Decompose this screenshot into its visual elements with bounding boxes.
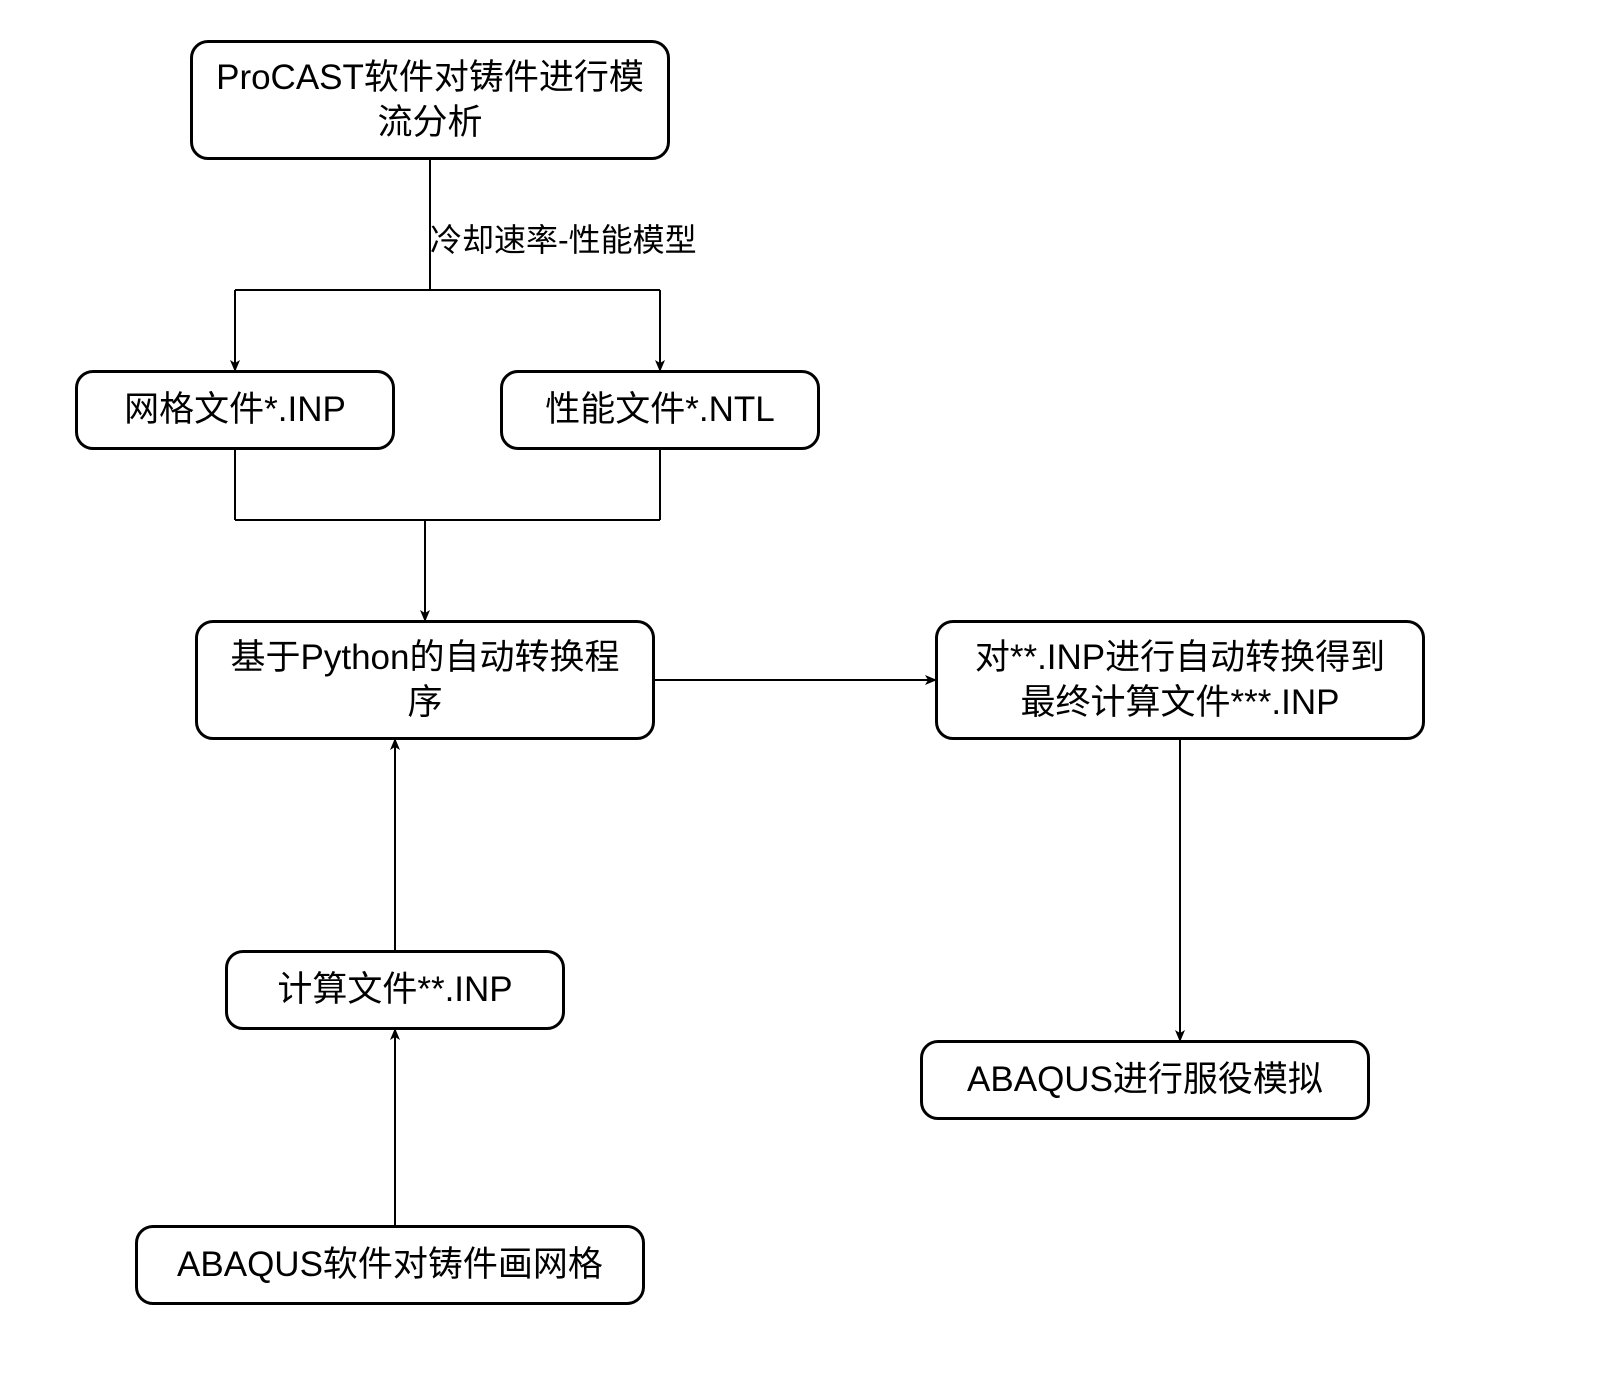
node-label: ABAQUS进行服役模拟 xyxy=(967,1057,1323,1103)
node-label: 计算文件**.INP xyxy=(277,967,512,1013)
node-label: 对**.INP进行自动转换得到最终计算文件***.INP xyxy=(958,635,1402,726)
node-property-file-ntl: 性能文件*.NTL xyxy=(500,370,820,450)
node-procast-analysis: ProCAST软件对铸件进行模流分析 xyxy=(190,40,670,160)
node-abaqus-service-sim: ABAQUS进行服役模拟 xyxy=(920,1040,1370,1120)
node-label: 基于Python的自动转换程序 xyxy=(218,635,632,726)
node-label: ProCAST软件对铸件进行模流分析 xyxy=(213,55,647,146)
node-compute-file-inp: 计算文件**.INP xyxy=(225,950,565,1030)
node-mesh-file-inp: 网格文件*.INP xyxy=(75,370,395,450)
node-label: 性能文件*.NTL xyxy=(545,387,774,433)
node-python-converter: 基于Python的自动转换程序 xyxy=(195,620,655,740)
node-label: ABAQUS软件对铸件画网格 xyxy=(177,1242,603,1288)
node-label: 网格文件*.INP xyxy=(124,387,346,433)
edge-label-text: 冷却速率-性能模型 xyxy=(430,222,697,258)
node-auto-convert-inp: 对**.INP进行自动转换得到最终计算文件***.INP xyxy=(935,620,1425,740)
edge-label-cooling-rate: 冷却速率-性能模型 xyxy=(430,215,697,261)
node-abaqus-mesh: ABAQUS软件对铸件画网格 xyxy=(135,1225,645,1305)
